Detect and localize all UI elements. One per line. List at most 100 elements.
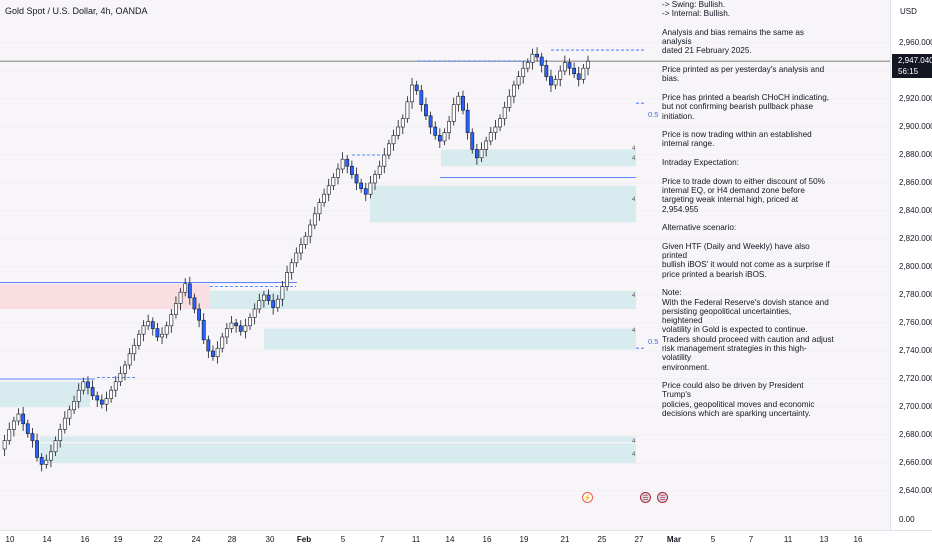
bullish-candle <box>104 398 109 405</box>
time-tick-label: 21 <box>560 535 570 544</box>
bullish-candle <box>396 126 401 136</box>
time-tick-label: 22 <box>153 535 163 544</box>
zone-label: 4 <box>632 328 636 334</box>
bearish-candle <box>359 182 364 189</box>
time-tick-label: 27 <box>634 535 644 544</box>
bullish-candle <box>132 345 137 355</box>
bearish-candle <box>86 381 90 388</box>
price-tick-label: 2,820.000 <box>899 234 932 243</box>
symbol-title[interactable]: Gold Spot / U.S. Dollar, 4h, OANDA <box>5 6 148 16</box>
analysis-paragraph: Price is now trading within an establish… <box>662 130 812 149</box>
bearish-candle <box>201 319 206 341</box>
price-tick-label: 2,880.000 <box>899 150 932 159</box>
bearish-candle <box>345 158 350 167</box>
zone-label: 4 <box>632 439 636 445</box>
time-tick-label: 25 <box>597 535 607 544</box>
supply-zone <box>0 283 210 309</box>
bearish-candle <box>206 339 211 352</box>
demand-zone <box>40 443 636 463</box>
bearish-candle <box>424 104 428 117</box>
bearish-candle <box>150 321 155 329</box>
lightning-icon[interactable]: ⚡ <box>582 492 593 503</box>
time-tick-label: 7 <box>379 535 385 544</box>
currency-button[interactable]: USD <box>894 5 924 19</box>
bullish-candle <box>410 84 414 103</box>
us-flag-icon[interactable]: ☰ <box>657 492 668 503</box>
bullish-candle <box>562 62 567 72</box>
price-tick-label: 2,760.000 <box>899 318 932 327</box>
zone-label: 4 <box>632 293 636 299</box>
time-axis[interactable]: 10 14 16 19 22 24 28 30 Feb 5 7 11 14 16 19 21 25 27 Mar 5 7… <box>0 530 932 550</box>
bullish-candle <box>308 224 313 237</box>
price-axis[interactable] <box>890 0 932 530</box>
price-tick-label: 2,640.000 <box>899 486 932 495</box>
time-tick-label: 19 <box>113 535 123 544</box>
bullish-candle <box>303 235 308 245</box>
bullish-candle <box>81 381 86 391</box>
bearish-candle <box>470 132 475 150</box>
bullish-candle <box>521 67 526 77</box>
time-tick-label: 11 <box>783 535 793 544</box>
current-price-value: 2,947.040 <box>898 56 932 65</box>
bullish-candle <box>387 143 391 156</box>
fib-label-upper: 0.5 <box>648 110 659 119</box>
bullish-candle <box>553 79 558 86</box>
analysis-paragraph: Price to trade down to either discount o… <box>662 176 825 214</box>
analysis-paragraph: Price has printed a bearish CHoCH indica… <box>662 92 830 121</box>
bullish-candle <box>243 325 248 332</box>
bullish-candle <box>502 107 507 119</box>
bullish-candle <box>326 185 331 195</box>
bullish-candle <box>391 135 396 145</box>
bullish-candle <box>331 177 336 187</box>
bearish-candle <box>414 84 419 91</box>
time-tick-label: 5 <box>710 535 716 544</box>
price-chart[interactable] <box>0 0 890 530</box>
bullish-candle <box>484 140 489 150</box>
analysis-paragraph: Alternative scenario: <box>662 223 737 233</box>
bullish-candle <box>442 132 447 142</box>
bullish-candle <box>275 298 280 308</box>
current-price-badge: 2,947.040 56:15 <box>892 54 932 78</box>
bearish-candle <box>187 283 192 299</box>
price-tick-label: 2,660.000 <box>899 458 932 467</box>
bullish-candle <box>141 325 146 335</box>
bullish-candle <box>67 409 72 419</box>
bearish-candle <box>433 126 438 136</box>
bullish-candle <box>336 168 340 178</box>
bearish-candle <box>576 73 581 80</box>
bullish-candle <box>447 121 452 133</box>
fib-label-lower: 0.5 <box>648 337 659 346</box>
bullish-candle <box>312 213 317 226</box>
price-tick-label: 2,680.000 <box>899 430 932 439</box>
bullish-candle <box>257 300 262 310</box>
us-flag-icon[interactable]: ☰ <box>640 492 651 503</box>
time-tick-label: 30 <box>265 535 275 544</box>
bullish-candle <box>2 440 7 450</box>
bullish-candle <box>224 328 229 338</box>
bullish-candle <box>123 364 127 374</box>
time-tick-label: 14 <box>445 535 455 544</box>
bearish-candle <box>197 308 201 321</box>
bullish-candle <box>400 118 405 128</box>
bearish-candle <box>39 457 44 465</box>
bullish-candle <box>289 262 294 273</box>
bearish-candle <box>419 90 424 105</box>
bullish-candle <box>451 104 456 122</box>
bullish-candle <box>164 325 169 335</box>
bullish-candle <box>498 118 502 128</box>
bearish-candle <box>21 413 26 425</box>
chart-area[interactable] <box>0 0 890 530</box>
bearish-candle <box>535 53 539 58</box>
bearish-candle <box>90 387 95 397</box>
time-tick-label: 5 <box>340 535 346 544</box>
bullish-candle <box>488 132 493 142</box>
bullish-candle <box>178 291 183 304</box>
bullish-candle <box>160 333 164 338</box>
price-tick-label: 2,860.000 <box>899 178 932 187</box>
zone-label: 4 <box>632 146 636 152</box>
price-tick-label: 2,700.000 <box>899 402 932 411</box>
bullish-candle <box>53 440 58 453</box>
bullish-candle <box>136 333 141 346</box>
bullish-candle <box>62 417 67 430</box>
bullish-candle <box>229 322 234 329</box>
